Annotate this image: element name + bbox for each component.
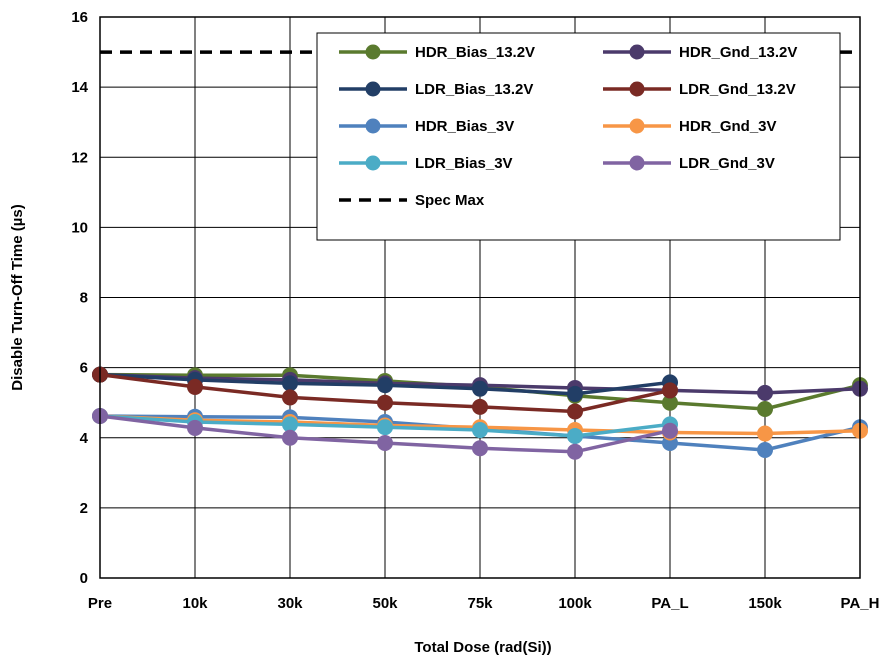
data-point — [757, 400, 773, 417]
series-LDR_Gnd_3V — [92, 408, 678, 460]
data-point — [567, 403, 583, 420]
data-point — [757, 425, 773, 442]
legend-entry: HDR_Bias_3V — [339, 118, 514, 135]
legend-swatch-marker — [365, 44, 381, 60]
data-point — [377, 394, 393, 411]
legend-label: Spec Max — [415, 192, 485, 209]
legend-swatch-marker — [365, 118, 381, 134]
legend-entry: LDR_Gnd_13.2V — [603, 81, 796, 98]
data-point — [472, 422, 488, 439]
legend-swatch-marker — [629, 81, 645, 97]
data-point — [282, 416, 298, 433]
legend-entry: LDR_Bias_3V — [339, 155, 513, 172]
tick-labels: 0 2 4 6 8 10 12 14 16 Pre 10k 30k 50k 75k 100k PA_L 150k… — [71, 9, 879, 612]
y-tick-label: 8 — [80, 290, 88, 307]
data-point — [472, 398, 488, 415]
data-point — [187, 419, 203, 436]
x-tick-label: 100k — [558, 595, 592, 612]
series-layer — [92, 366, 868, 460]
y-tick-label: 14 — [71, 79, 88, 96]
data-point — [567, 427, 583, 444]
legend-entry: LDR_Gnd_3V — [603, 155, 775, 172]
series-LDR_Gnd_13.2V — [92, 366, 678, 420]
legend-label: HDR_Bias_3V — [415, 118, 514, 135]
data-point — [282, 389, 298, 406]
data-point — [472, 380, 488, 397]
x-tick-label: PA_H — [841, 595, 880, 612]
x-tick-label: 150k — [748, 595, 782, 612]
legend-box — [316, 32, 841, 241]
data-point — [282, 429, 298, 446]
legend-swatch-marker — [365, 155, 381, 171]
legend-label: HDR_Gnd_3V — [679, 118, 777, 135]
legend-label: LDR_Bias_13.2V — [415, 81, 533, 98]
legend-label: LDR_Gnd_3V — [679, 155, 775, 172]
data-point — [757, 442, 773, 459]
legend-label: HDR_Bias_13.2V — [415, 44, 535, 61]
x-tick-label: 75k — [467, 595, 493, 612]
legend-entry: HDR_Gnd_3V — [603, 118, 777, 135]
legend-label: LDR_Gnd_13.2V — [679, 81, 796, 98]
x-tick-label: Pre — [88, 595, 112, 612]
data-point — [757, 384, 773, 401]
data-point — [472, 440, 488, 457]
legend-entry: LDR_Bias_13.2V — [339, 81, 533, 98]
data-point — [567, 443, 583, 460]
data-point — [662, 422, 678, 439]
data-point — [662, 394, 678, 411]
y-tick-label: 0 — [80, 570, 88, 587]
legend-entry: HDR_Bias_13.2V — [339, 44, 535, 61]
data-point — [567, 385, 583, 402]
data-point — [282, 375, 298, 392]
x-axis-title: Total Dose (rad(Si)) — [414, 639, 551, 656]
legend-swatch-marker — [365, 81, 381, 97]
x-tick-label: PA_L — [651, 595, 688, 612]
y-tick-label: 16 — [71, 9, 88, 26]
x-tick-label: 50k — [372, 595, 398, 612]
data-point — [662, 382, 678, 399]
x-tick-label: 30k — [277, 595, 303, 612]
legend-entry: HDR_Gnd_13.2V — [603, 44, 797, 61]
legend-swatch-marker — [629, 44, 645, 60]
legend: HDR_Bias_13.2V HDR_Gnd_13.2V LDR_Bias_13.2… — [316, 32, 841, 241]
legend-swatch-marker — [629, 118, 645, 134]
legend-swatch-marker — [629, 155, 645, 171]
x-tick-label: 10k — [182, 595, 208, 612]
y-tick-label: 2 — [80, 500, 88, 517]
legend-entry: Spec Max — [339, 192, 485, 209]
plot-frame — [99, 16, 861, 579]
y-tick-label: 12 — [71, 149, 88, 166]
data-point — [377, 419, 393, 436]
y-axis-title: Disable Turn-Off Time (µs) — [9, 204, 26, 390]
y-tick-label: 6 — [80, 360, 88, 377]
data-point — [377, 377, 393, 394]
y-tick-label: 10 — [71, 219, 88, 236]
data-point — [377, 435, 393, 452]
y-tick-label: 4 — [80, 430, 89, 447]
data-point — [187, 378, 203, 395]
legend-label: LDR_Bias_3V — [415, 155, 513, 172]
legend-label: HDR_Gnd_13.2V — [679, 44, 797, 61]
